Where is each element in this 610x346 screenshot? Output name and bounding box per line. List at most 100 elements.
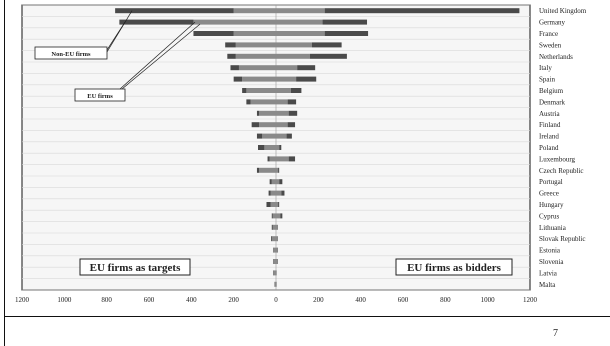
bar-bidder-eu [276,213,281,219]
bar-bidder-non-eu [297,65,316,71]
bar-target-eu [193,19,276,25]
country-label: Belgium [539,87,564,95]
country-label: Finland [539,121,561,129]
bar-bidder-non-eu [277,247,278,253]
bar-target-non-eu [230,65,239,71]
bar-target-non-eu [193,31,234,36]
bar-target-non-eu [266,202,271,207]
bar-target-non-eu [256,167,260,173]
bar-target-eu [264,145,276,150]
x-tick-labels: 1200 1000 800 600 400 200 0 200 400 600 800 1000 120… [15,296,538,304]
bar-bidder-eu [276,247,278,253]
x-tick-label: 1000 [57,296,72,304]
bidders-label: EU firms as bidders [407,262,502,274]
country-label: France [539,30,558,38]
bar-bidder-eu [276,53,310,59]
bars [115,8,520,287]
bar-target-eu [270,202,276,207]
bar-bidder-non-eu [324,8,520,14]
bar-bidder-eu [276,202,279,207]
bar-target-non-eu [273,270,274,276]
bar-bidder-non-eu [279,179,283,185]
bar-bidder-eu [276,236,278,242]
bar-bidder-non-eu [287,122,296,128]
bar-target-non-eu [115,8,234,14]
bar-bidder-non-eu [324,31,369,36]
bar-bidder-eu [276,76,297,82]
bar-bidder-eu [276,42,312,48]
bar-bidder-eu [276,8,325,14]
bar-target-eu [233,31,276,36]
bar-target-non-eu [119,19,194,25]
bar-bidder-eu [276,99,288,105]
bar-target-eu [274,281,276,287]
bar-target-eu [272,224,276,230]
bar-target-eu [233,8,276,14]
country-label: Denmark [539,98,566,106]
bar-target-non-eu [271,236,273,242]
x-tick-label: 800 [101,296,112,304]
bar-target-non-eu [273,247,274,253]
x-tick-label: 400 [355,296,366,304]
bar-bidder-eu [276,190,282,196]
bar-target-non-eu [251,122,260,128]
callout-non-eu: Non-EU firms [51,51,91,58]
country-label: Slovenia [539,258,564,266]
country-label: Luxembourg [539,155,576,163]
bar-target-non-eu [233,76,243,82]
bar-bidder-eu [276,259,278,264]
callout-eu-leader [119,21,196,90]
bar-target-eu [273,270,276,276]
bar-bidder-eu [276,156,289,162]
bar-bidder-non-eu [277,236,278,242]
x-tick-label: 200 [228,296,239,304]
bar-target-non-eu [273,259,274,264]
country-label: Czech Republic [539,167,584,175]
bar-target-non-eu [225,42,236,48]
frame-separator [4,316,610,317]
bar-target-non-eu [269,179,272,185]
country-label: Malta [539,281,556,289]
callout-eu: EU firms [87,93,113,100]
bar-target-non-eu [268,190,271,196]
bar-bidder-non-eu [277,259,278,264]
country-label: Ireland [539,133,559,141]
bar-bidder-eu [276,65,298,71]
country-label: Germany [539,19,566,27]
bar-bidder-eu [276,110,289,116]
country-label: Latvia [539,269,558,277]
country-label: Spain [539,76,555,84]
bar-bidder-non-eu [288,110,298,116]
callout-non-eu-box [34,46,108,60]
x-tick-label: 200 [313,296,324,304]
country-label: Cyprus [539,212,560,220]
country-label: Netherlands [539,53,573,61]
country-label: Lithuania [539,224,567,232]
bar-bidder-non-eu [309,53,347,59]
bar-target-non-eu [227,53,236,59]
targets-label-box [79,258,191,276]
bar-bidder-eu [276,31,325,36]
bar-target-eu [272,213,276,219]
bar-bidder-non-eu [279,145,282,150]
callout-eu-box [74,88,126,102]
country-label: Greece [539,190,559,198]
bar-target-eu [259,122,276,128]
bar-bidder-non-eu [278,202,280,207]
bar-target-non-eu [256,110,260,116]
bar-bidder-eu [276,19,323,25]
bar-target-eu [259,167,276,173]
bar-target-eu [273,247,276,253]
bar-target-non-eu [271,213,273,219]
bar-target-eu [238,65,276,71]
country-label: Slovak Republic [539,235,585,243]
country-label: Estonia [539,247,561,255]
bar-target-eu [271,179,276,185]
bar-bidder-eu [276,88,291,93]
bar-target-eu [235,53,276,59]
x-tick-label: 0 [274,296,278,304]
x-tick-label: 600 [398,296,409,304]
callout-eu-leader [121,23,201,90]
bar-target-eu [270,190,276,196]
